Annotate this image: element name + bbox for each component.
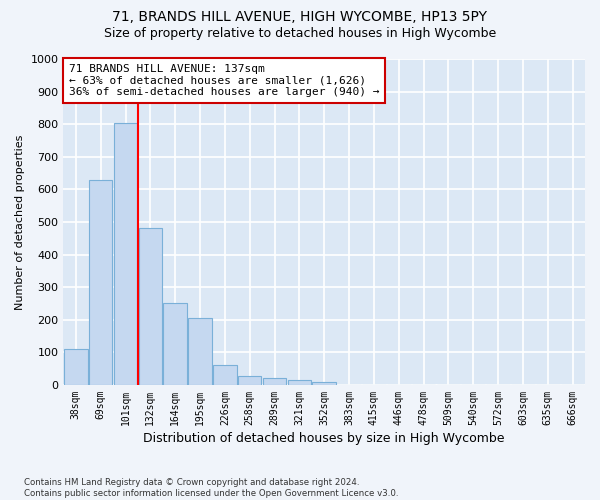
Bar <box>163 304 187 385</box>
Text: 71 BRANDS HILL AVENUE: 137sqm
← 63% of detached houses are smaller (1,626)
36% o: 71 BRANDS HILL AVENUE: 137sqm ← 63% of d… <box>68 64 379 97</box>
Bar <box>89 180 112 385</box>
Text: Size of property relative to detached houses in High Wycombe: Size of property relative to detached ho… <box>104 28 496 40</box>
X-axis label: Distribution of detached houses by size in High Wycombe: Distribution of detached houses by size … <box>143 432 505 445</box>
Bar <box>238 376 262 385</box>
Bar <box>64 349 88 385</box>
Bar <box>188 318 212 385</box>
Bar <box>139 228 162 385</box>
Bar <box>287 380 311 385</box>
Bar <box>114 122 137 385</box>
Bar <box>213 364 236 385</box>
Bar <box>313 382 336 385</box>
Bar <box>263 378 286 385</box>
Y-axis label: Number of detached properties: Number of detached properties <box>15 134 25 310</box>
Text: Contains HM Land Registry data © Crown copyright and database right 2024.
Contai: Contains HM Land Registry data © Crown c… <box>24 478 398 498</box>
Text: 71, BRANDS HILL AVENUE, HIGH WYCOMBE, HP13 5PY: 71, BRANDS HILL AVENUE, HIGH WYCOMBE, HP… <box>113 10 487 24</box>
